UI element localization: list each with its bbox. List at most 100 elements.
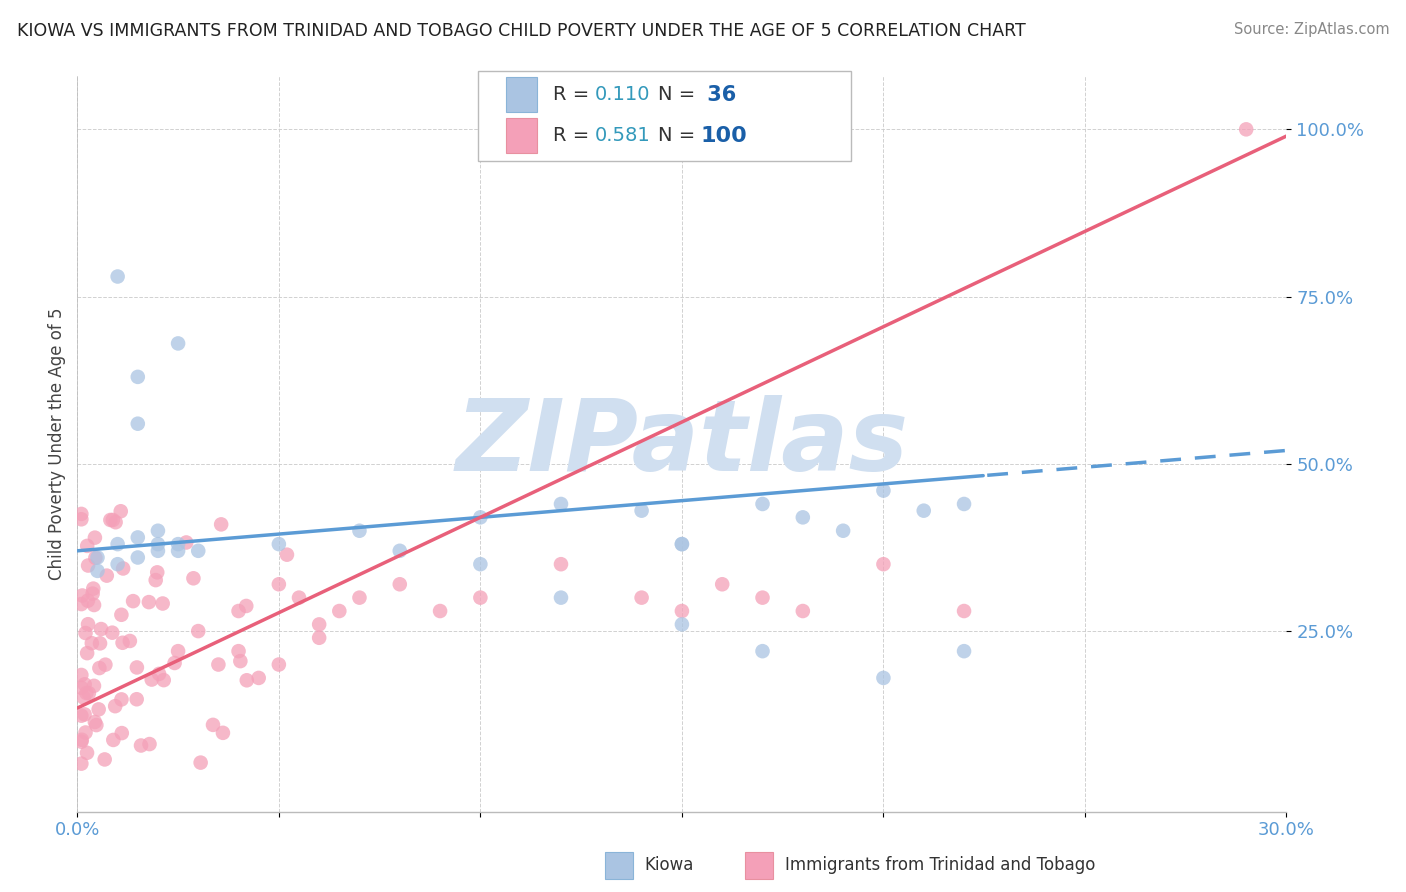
Point — [190, 756, 212, 770]
Point — [125, 660, 148, 674]
Point — [118, 634, 141, 648]
Text: KIOWA VS IMMIGRANTS FROM TRINIDAD AND TOBAGO CHILD POVERTY UNDER THE AGE OF 5 CO: KIOWA VS IMMIGRANTS FROM TRINIDAD AND TO… — [17, 22, 1025, 40]
Point — [75, 626, 97, 640]
Point — [167, 644, 190, 658]
Point — [112, 561, 135, 575]
Point — [70, 507, 93, 521]
Point — [267, 577, 290, 591]
Text: 36: 36 — [700, 85, 737, 104]
Point — [174, 535, 197, 549]
Point — [671, 617, 693, 632]
Point — [470, 557, 492, 572]
Point — [550, 591, 572, 605]
Point — [76, 746, 98, 760]
Point — [953, 497, 976, 511]
Point — [72, 690, 94, 705]
Point — [76, 539, 98, 553]
Point — [77, 617, 100, 632]
Point — [94, 657, 117, 672]
Point — [711, 577, 734, 591]
Point — [187, 543, 209, 558]
Point — [107, 557, 129, 572]
Point — [104, 699, 127, 714]
Point — [122, 594, 145, 608]
Point — [229, 654, 252, 668]
Point — [792, 510, 814, 524]
Text: Source: ZipAtlas.com: Source: ZipAtlas.com — [1233, 22, 1389, 37]
Point — [107, 537, 129, 551]
Point — [83, 531, 105, 545]
Text: ZIPatlas: ZIPatlas — [456, 395, 908, 492]
Point — [138, 595, 160, 609]
Point — [101, 513, 124, 527]
Point — [388, 543, 411, 558]
Point — [308, 617, 330, 632]
Point — [308, 631, 330, 645]
Point — [103, 733, 125, 747]
Point — [207, 657, 229, 672]
Point — [138, 737, 160, 751]
Point — [70, 756, 93, 771]
Point — [832, 524, 855, 538]
Text: N =: N = — [658, 126, 702, 145]
Point — [953, 644, 976, 658]
Point — [87, 702, 110, 716]
Point — [236, 673, 259, 688]
Point — [73, 677, 96, 691]
Point — [1234, 122, 1257, 136]
Point — [75, 686, 97, 700]
Point — [751, 591, 773, 605]
Point — [146, 566, 169, 580]
Point — [129, 739, 152, 753]
Point — [751, 644, 773, 658]
Point — [86, 550, 108, 565]
Point — [90, 622, 112, 636]
Point — [288, 591, 311, 605]
Point — [953, 604, 976, 618]
Text: N =: N = — [658, 85, 702, 104]
Point — [187, 624, 209, 639]
Point — [77, 686, 100, 700]
Point — [107, 269, 129, 284]
Text: 0.581: 0.581 — [595, 126, 651, 145]
Point — [209, 517, 232, 532]
Point — [267, 657, 290, 672]
Point — [86, 718, 108, 732]
Point — [83, 598, 105, 612]
Point — [872, 483, 894, 498]
Point — [111, 636, 134, 650]
Point — [349, 524, 371, 538]
Point — [148, 666, 170, 681]
Point — [872, 671, 894, 685]
Point — [328, 604, 350, 618]
Point — [141, 673, 163, 687]
Point — [183, 571, 205, 585]
Point — [751, 497, 773, 511]
Point — [146, 543, 169, 558]
Point — [76, 646, 98, 660]
Point — [83, 714, 105, 729]
Point — [550, 497, 572, 511]
Point — [84, 550, 107, 565]
Text: R =: R = — [553, 126, 595, 145]
Text: Kiowa: Kiowa — [644, 856, 693, 874]
Point — [100, 513, 122, 527]
Point — [671, 537, 693, 551]
Point — [671, 537, 693, 551]
Point — [872, 557, 894, 572]
Point — [145, 573, 167, 587]
Point — [792, 604, 814, 618]
Point — [212, 726, 235, 740]
Point — [470, 591, 492, 605]
Point — [86, 564, 108, 578]
Point — [630, 591, 652, 605]
Point — [111, 726, 134, 740]
Point — [429, 604, 451, 618]
Point — [388, 577, 411, 591]
Point — [267, 537, 290, 551]
Point — [276, 548, 298, 562]
Point — [104, 515, 127, 529]
Point — [75, 725, 97, 739]
Point — [550, 557, 572, 572]
Text: Immigrants from Trinidad and Tobago: Immigrants from Trinidad and Tobago — [785, 856, 1095, 874]
